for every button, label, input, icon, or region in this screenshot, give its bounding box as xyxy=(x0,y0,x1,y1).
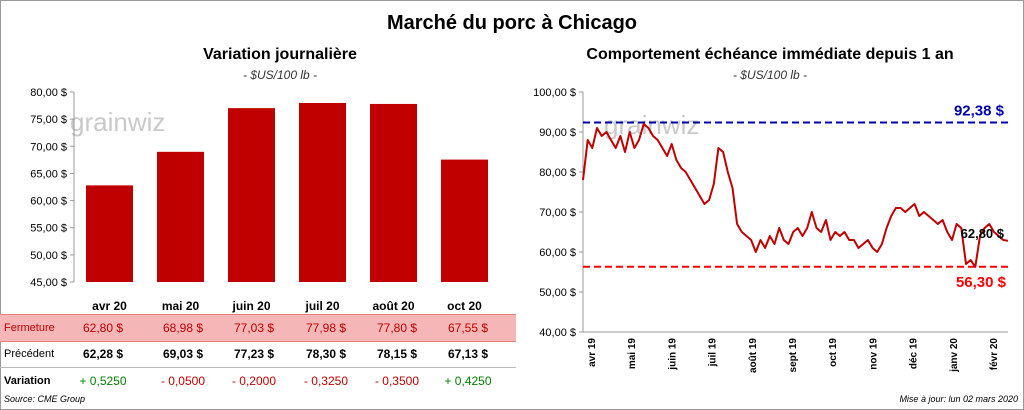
x-tick-label: juil 20 xyxy=(304,299,339,313)
y-tick-label: 80,00 $ xyxy=(539,167,576,179)
x-tick-label: déc 19 xyxy=(909,338,920,370)
y-tick-label: 60,00 $ xyxy=(30,196,67,208)
x-tick-label: juil 19 xyxy=(708,338,719,368)
cell-precedent-2: 69,03 $ xyxy=(162,347,204,361)
cell-precedent-5: 78,15 $ xyxy=(376,347,418,361)
cell-variation-6: + 0,4250 xyxy=(444,374,492,388)
cell-variation-2: - 0,0500 xyxy=(160,374,206,388)
bar xyxy=(228,108,275,282)
bar xyxy=(441,159,488,282)
bar xyxy=(299,102,346,282)
bar xyxy=(370,103,417,282)
cell-precedent-6: 67,13 $ xyxy=(447,347,489,361)
x-tick-label: mai 19 xyxy=(627,338,638,370)
y-tick-label: 60,00 $ xyxy=(539,247,576,259)
cell-variation-4: - 0,3250 xyxy=(303,374,349,388)
min-value-label: 56,30 $ xyxy=(956,274,1007,291)
x-tick-label: juin 20 xyxy=(231,299,270,313)
cell-fermeture-4: 77,98 $ xyxy=(305,321,347,335)
y-tick-label: 100,00 $ xyxy=(533,87,576,99)
bar xyxy=(157,151,204,282)
cell-precedent-1: 62,28 $ xyxy=(82,347,124,361)
y-tick-label: 70,00 $ xyxy=(539,207,576,219)
price-series-line xyxy=(582,123,1009,268)
x-tick-label: août 20 xyxy=(372,299,414,313)
x-tick-label: oct 19 xyxy=(828,338,839,367)
x-tick-label: juin 19 xyxy=(667,338,678,371)
main-title: Marché du porc à Chicago xyxy=(386,12,638,34)
table-row-fermeture: Fermeture 62,80 $ 68,98 $ 77,03 $ 77,98 … xyxy=(0,314,516,342)
watermark-left: grainwiz xyxy=(70,107,165,137)
right-chart-subtitle: - $US/100 lb - xyxy=(732,68,808,82)
x-tick-label: avr 19 xyxy=(587,338,598,367)
row-label-precedent: Précédent xyxy=(4,348,55,360)
y-tick-label: 40,00 $ xyxy=(539,327,576,339)
cell-precedent-3: 77,23 $ xyxy=(233,347,275,361)
row-label-variation: Variation xyxy=(4,375,51,387)
y-tick-label: 75,00 $ xyxy=(30,114,67,126)
max-value-label: 92,38 $ xyxy=(954,102,1005,119)
x-tick-label: avr 20 xyxy=(92,299,127,313)
bar xyxy=(86,185,133,282)
x-tick-label: oct 20 xyxy=(447,299,482,313)
left-chart-subtitle: - $US/100 lb - xyxy=(242,68,318,82)
table-row-precedent: Précédent 62,28 $ 69,03 $ 77,23 $ 78,30 … xyxy=(0,341,516,368)
left-chart-title: Variation journalière xyxy=(203,46,357,63)
cell-fermeture-1: 62,80 $ xyxy=(82,321,124,335)
cell-fermeture-6: 67,55 $ xyxy=(447,321,489,335)
update-note: Mise à jour: lun 02 mars 2020 xyxy=(899,394,1018,404)
table-row-variation: Variation + 0,5250 - 0,0500 - 0,2000 - 0… xyxy=(0,368,516,394)
data-table: Fermeture 62,80 $ 68,98 $ 77,03 $ 77,98 … xyxy=(0,314,516,394)
y-tick-label: 45,00 $ xyxy=(30,277,67,289)
cell-precedent-4: 78,30 $ xyxy=(305,347,347,361)
cell-fermeture-5: 77,80 $ xyxy=(376,321,418,335)
cell-variation-5: - 0,3500 xyxy=(374,374,420,388)
x-tick-label: mai 20 xyxy=(162,299,200,313)
source-note: Source: CME Group xyxy=(4,394,86,404)
cell-variation-3: - 0,2000 xyxy=(231,374,277,388)
y-tick-label: 55,00 $ xyxy=(30,223,67,235)
x-tick-label: août 19 xyxy=(748,338,759,373)
right-chart-title: Comportement échéance immédiate depuis 1… xyxy=(586,46,954,63)
cell-variation-1: + 0,5250 xyxy=(79,374,127,388)
y-tick-label: 50,00 $ xyxy=(30,250,67,262)
y-tick-label: 70,00 $ xyxy=(30,141,67,153)
y-tick-label: 65,00 $ xyxy=(30,168,67,180)
x-tick-label: janv 20 xyxy=(949,338,960,373)
y-tick-label: 80,00 $ xyxy=(30,87,67,99)
bar-chart: grainwiz 80,00 $ 75,00 $ 70,00 $ 65,00 $ 60,… xyxy=(30,87,488,313)
cell-fermeture-3: 77,03 $ xyxy=(233,321,275,335)
x-tick-label: févr 20 xyxy=(989,338,1000,371)
row-label-fermeture: Fermeture xyxy=(4,322,55,334)
x-tick-label: sept 19 xyxy=(788,338,799,373)
cell-fermeture-2: 68,98 $ xyxy=(162,321,204,335)
y-tick-label: 50,00 $ xyxy=(539,287,576,299)
x-tick-label: nov 19 xyxy=(868,338,879,370)
line-chart: grainwiz 100,00 $90,00 $80,00 $70,00 $60… xyxy=(533,87,1009,373)
last-value-label: 62,80 $ xyxy=(961,226,1005,241)
y-tick-label: 90,00 $ xyxy=(539,127,576,139)
